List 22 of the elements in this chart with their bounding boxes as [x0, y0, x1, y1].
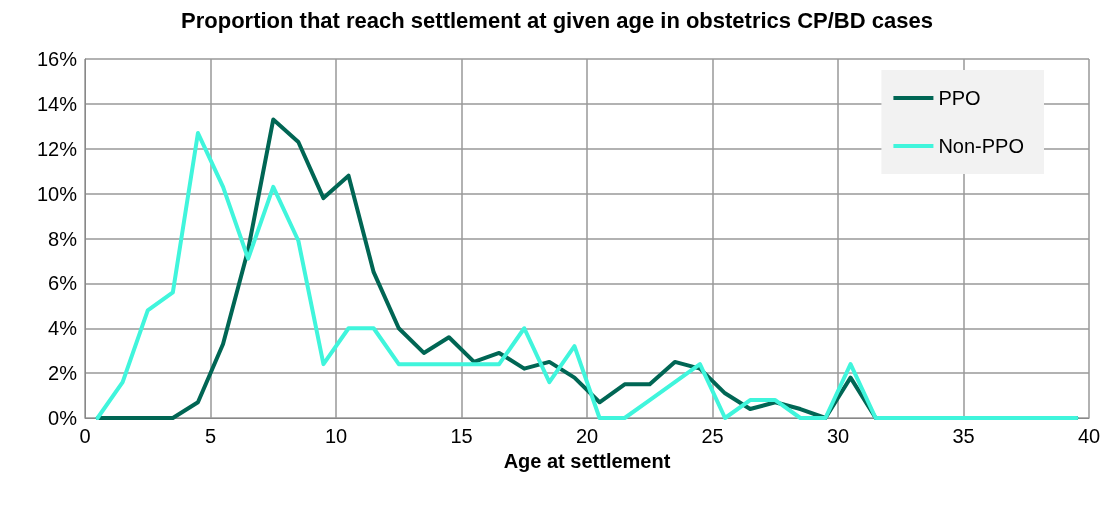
y-tick-label: 0% — [48, 407, 78, 429]
x-tick-label: 5 — [204, 425, 217, 447]
x-tick-label: 20 — [575, 425, 599, 447]
y-tick-label: 6% — [48, 272, 78, 295]
legend-label: PPO — [938, 87, 981, 109]
x-axis-title: Age at settlement — [503, 449, 671, 472]
y-tick-label: 14% — [36, 92, 78, 115]
y-tick-label: 4% — [48, 317, 78, 340]
x-tick-label: 30 — [826, 425, 850, 447]
x-tick-label: 40 — [1077, 425, 1101, 447]
y-tick-label: 2% — [48, 362, 78, 385]
y-tick-label: 16% — [36, 48, 78, 70]
x-tick-label: 35 — [952, 425, 975, 447]
chart-title: Proportion that reach settlement at given age in obstetrics CP/BD cases — [181, 7, 933, 33]
x-tick-label: 0 — [79, 425, 91, 447]
y-tick-label: 8% — [48, 227, 78, 250]
legend-label: Non-PPO — [938, 135, 1025, 157]
x-tick-label: 15 — [450, 425, 473, 447]
y-tick-label: 10% — [36, 182, 78, 205]
x-tick-label: 25 — [701, 425, 724, 447]
x-tick-label: 10 — [324, 425, 348, 447]
y-tick-label: 12% — [36, 137, 78, 160]
